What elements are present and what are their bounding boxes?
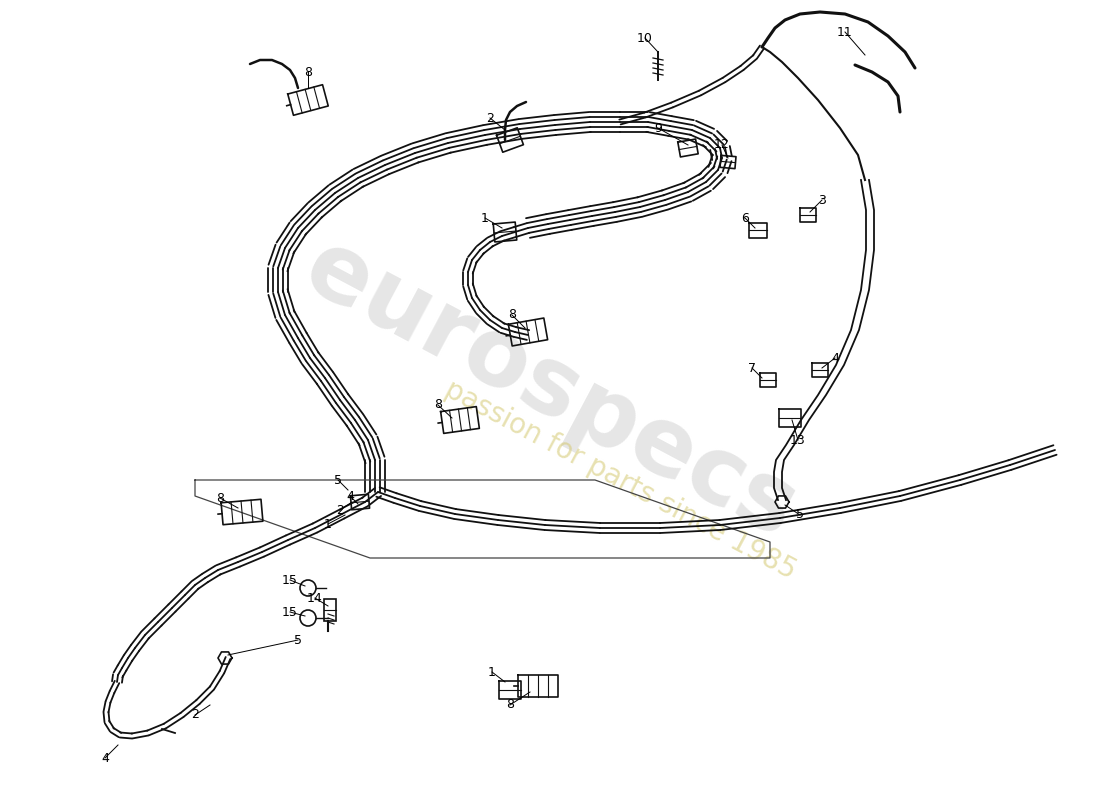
Bar — [324, 599, 336, 621]
Text: 4: 4 — [346, 490, 354, 502]
Text: 1: 1 — [481, 211, 488, 225]
Text: 8: 8 — [434, 398, 442, 411]
Text: 4: 4 — [101, 751, 109, 765]
Text: passion for parts since 1985: passion for parts since 1985 — [440, 375, 801, 585]
Text: 1: 1 — [488, 666, 496, 678]
Text: 4: 4 — [832, 351, 839, 365]
Text: 1: 1 — [324, 518, 332, 530]
Text: 8: 8 — [304, 66, 312, 78]
Text: 8: 8 — [216, 491, 224, 505]
Text: 13: 13 — [790, 434, 806, 446]
Text: 8: 8 — [508, 309, 516, 322]
Text: 10: 10 — [637, 31, 653, 45]
Text: 8: 8 — [506, 698, 514, 711]
Text: 5: 5 — [294, 634, 302, 646]
Text: 14: 14 — [307, 591, 323, 605]
Text: 2: 2 — [337, 503, 344, 517]
Text: 2: 2 — [486, 111, 494, 125]
Text: 5: 5 — [334, 474, 342, 486]
Text: eurospecs: eurospecs — [288, 222, 812, 558]
Text: 12: 12 — [714, 138, 730, 151]
Text: 11: 11 — [837, 26, 852, 38]
Text: 6: 6 — [741, 211, 749, 225]
Text: 15: 15 — [282, 606, 298, 618]
Text: 5: 5 — [796, 509, 804, 522]
Text: 9: 9 — [654, 122, 662, 134]
Text: 7: 7 — [748, 362, 756, 374]
Text: 3: 3 — [818, 194, 826, 206]
Text: 15: 15 — [282, 574, 298, 586]
Text: 2: 2 — [191, 709, 199, 722]
